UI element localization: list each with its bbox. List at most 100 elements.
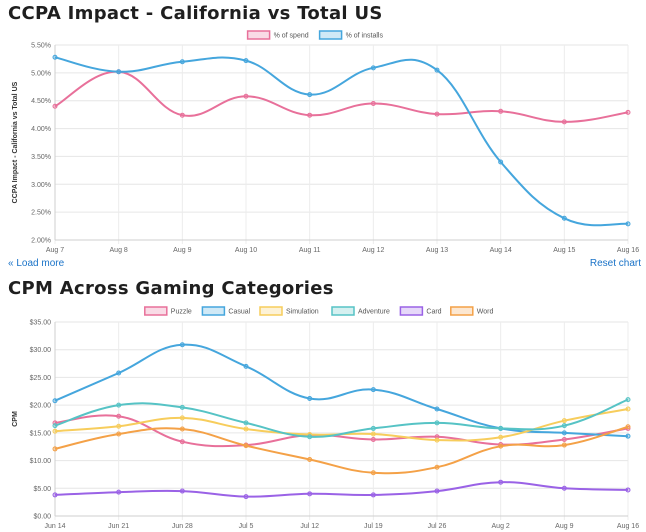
chart2-legend-item-adventure[interactable]: Adventure xyxy=(331,306,390,316)
chart2-point-adventure xyxy=(243,420,249,426)
chart2-legend-swatch xyxy=(331,306,355,316)
chart2-point-simulation xyxy=(116,423,122,429)
chart2-point-card xyxy=(307,491,313,497)
chart2-xtick-label: Jul 26 xyxy=(428,523,447,530)
chart2-point-casual xyxy=(561,430,567,436)
chart2-ytick-label: $0.00 xyxy=(33,514,51,521)
chart2-legend-label: Puzzle xyxy=(171,309,192,316)
chart1-point-of-installs xyxy=(179,59,185,65)
chart2-legend-item-word[interactable]: Word xyxy=(450,306,494,316)
chart2-point-adventure xyxy=(116,402,122,408)
chart2-point-adventure xyxy=(625,397,631,403)
chart1-xtick-label: Aug 7 xyxy=(46,247,64,254)
chart1-point-of-installs xyxy=(625,221,631,227)
chart2-legend-item-puzzle[interactable]: Puzzle xyxy=(144,306,192,316)
chart2-point-word xyxy=(561,442,567,448)
chart1-legend: % of spend % of installs xyxy=(246,30,384,40)
chart2-y-axis-title: CPM xyxy=(12,411,19,427)
chart2-point-word xyxy=(116,431,122,437)
chart1-xtick-label: Aug 11 xyxy=(299,247,321,254)
chart-1-ccpa-impact[interactable]: 5.50% 5.00% 4.50% 4.00% 3.50% 3.00% 2.50% 2.00%… xyxy=(0,28,646,258)
chart2-point-card xyxy=(498,479,504,485)
chart2-ytick-label: $25.00 xyxy=(30,375,52,382)
chart2-legend-item-simulation[interactable]: Simulation xyxy=(259,306,319,316)
chart2-legend-swatch xyxy=(144,306,168,316)
chart1-point-of-installs xyxy=(370,65,376,71)
chart2-point-simulation xyxy=(498,434,504,440)
chart2-legend-label: Casual xyxy=(228,309,250,316)
chart1-ytick-label: 4.00% xyxy=(31,126,51,133)
chart2-line-card xyxy=(54,481,629,498)
chart2-point-puzzle xyxy=(116,413,122,419)
chart1-xtick-label: Aug 13 xyxy=(426,247,448,254)
chart2-legend-item-casual[interactable]: Casual xyxy=(201,306,251,316)
chart2-line-word xyxy=(54,425,629,475)
load-more-link[interactable]: « Load more xyxy=(8,258,65,269)
chart1-point-of-installs xyxy=(434,67,440,73)
chart1-ytick-label: 5.50% xyxy=(31,43,51,50)
chart2-point-card xyxy=(561,485,567,491)
chart2-point-card xyxy=(370,492,376,498)
chart2-ytick-label: $35.00 xyxy=(30,320,52,327)
chart2-point-word xyxy=(498,443,504,449)
chart2-point-simulation xyxy=(625,406,631,412)
chart2-point-simulation xyxy=(179,415,185,421)
chart2-ytick-label: $30.00 xyxy=(30,347,52,354)
chart2-ytick-label: $20.00 xyxy=(30,403,52,410)
chart2-point-card xyxy=(179,488,185,494)
chart2-legend-label: Card xyxy=(426,309,441,316)
chart1-legend-swatch xyxy=(246,30,271,40)
chart-1-title: CCPA Impact - California vs Total US xyxy=(8,3,383,24)
chart1-point-of-spend xyxy=(498,108,504,114)
chart1-xtick-label: Aug 15 xyxy=(553,247,575,254)
chart2-point-adventure xyxy=(561,423,567,429)
chart1-point-of-spend xyxy=(434,111,440,117)
chart2-xtick-label: Aug 2 xyxy=(492,523,510,530)
chart2-point-adventure xyxy=(179,404,185,410)
reset-chart-link[interactable]: Reset chart xyxy=(589,258,641,269)
chart2-xtick-label: Jul 5 xyxy=(239,523,254,530)
chart1-ytick-label: 3.00% xyxy=(31,182,51,189)
chart2-grid xyxy=(54,321,629,520)
chart1-point-of-installs xyxy=(307,92,313,98)
chart2-point-adventure xyxy=(498,425,504,431)
chart2-point-word xyxy=(307,456,313,462)
chart1-ytick-label: 2.50% xyxy=(31,210,51,217)
chart2-point-casual xyxy=(434,406,440,412)
chart2-xtick-label: Jun 21 xyxy=(108,523,129,530)
chart1-legend-item-of-spend[interactable]: % of spend xyxy=(246,30,309,40)
chart2-point-word xyxy=(243,443,249,449)
chart2-legend-label: Word xyxy=(477,309,494,316)
chart1-grid xyxy=(54,44,629,244)
chart2-legend-item-card[interactable]: Card xyxy=(399,306,442,316)
chart1-xtick-label: Aug 12 xyxy=(362,247,384,254)
chart2-ytick-label: $5.00 xyxy=(33,486,51,493)
chart1-point-of-installs xyxy=(498,159,504,165)
chart1-point-of-installs xyxy=(52,54,58,60)
chart1-legend-label: % of installs xyxy=(346,33,384,40)
chart2-point-word xyxy=(52,446,58,452)
chart2-point-casual xyxy=(370,387,376,393)
chart2-point-puzzle xyxy=(434,434,440,440)
chart1-point-of-spend xyxy=(179,112,185,118)
chart2-point-adventure xyxy=(370,425,376,431)
chart2-legend-swatch xyxy=(399,306,424,316)
chart1-legend-label: % of spend xyxy=(274,33,309,40)
chart1-ytick-label: 3.50% xyxy=(31,154,51,161)
chart2-xtick-label: Jun 28 xyxy=(172,523,193,530)
chart1-ytick-label: 4.50% xyxy=(31,98,51,105)
chart2-legend-label: Adventure xyxy=(358,309,390,316)
chart-2-cpm-gaming[interactable]: $35.00 $30.00 $25.00 $20.00 $15.00 $10.00 $5.0… xyxy=(0,302,646,532)
chart2-point-card xyxy=(52,492,58,498)
chart1-legend-item-of-installs[interactable]: % of installs xyxy=(318,30,384,40)
chart1-y-axis-title: CCPA Impact - California vs Total US xyxy=(12,81,19,203)
chart-2-title: CPM Across Gaming Categories xyxy=(8,278,334,299)
chart2-point-card xyxy=(434,488,440,494)
chart1-xtick-label: Aug 16 xyxy=(617,247,639,254)
chart2-point-simulation xyxy=(434,437,440,443)
chart2-point-simulation xyxy=(52,428,58,434)
chart1-ytick-label: 2.00% xyxy=(31,238,51,245)
chart2-point-card xyxy=(243,494,249,500)
chart2-point-word xyxy=(370,470,376,476)
chart2-ytick-label: $15.00 xyxy=(30,430,52,437)
